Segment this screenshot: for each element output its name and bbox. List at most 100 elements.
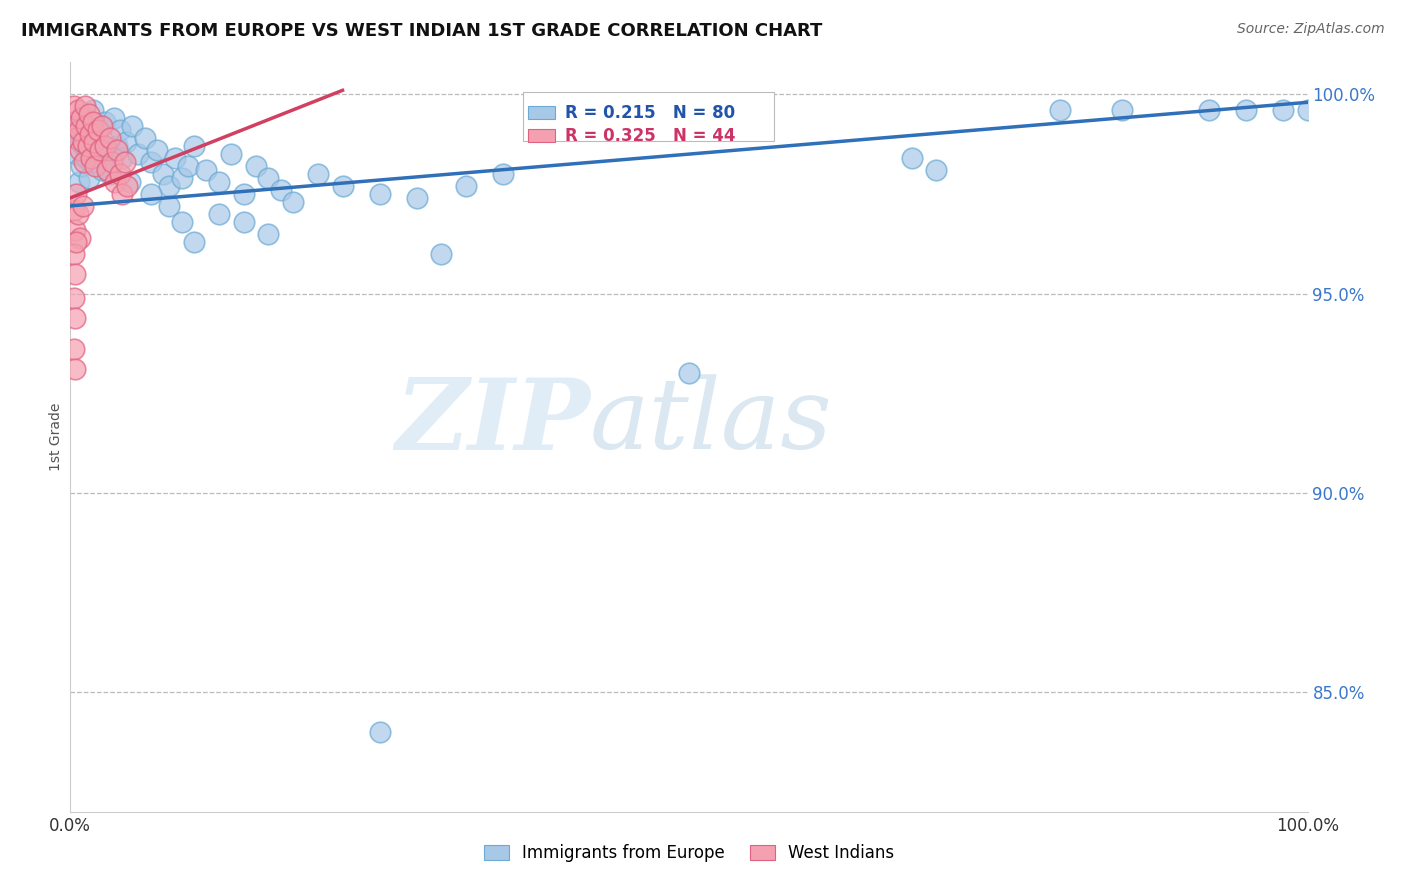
Point [127,147,149,161]
Point [405,191,427,205]
Point [69,135,91,149]
Point [65,115,87,129]
Text: atlas: atlas [591,375,832,470]
Point [82,115,104,129]
Point [111,151,134,165]
Point [65,223,87,237]
Point [76,139,98,153]
Point [554,103,576,118]
Point [65,362,87,376]
Point [89,143,111,157]
Point [89,135,111,149]
Point [368,725,391,739]
Legend: Immigrants from Europe, West Indians: Immigrants from Europe, West Indians [475,836,903,871]
Point [603,103,626,118]
Text: R = 0.325   N = 44: R = 0.325 N = 44 [565,127,735,145]
Point [257,227,280,241]
Point [208,207,231,221]
Point [1111,103,1133,118]
Point [257,171,280,186]
Point [72,199,94,213]
FancyBboxPatch shape [529,129,555,142]
Point [492,167,515,181]
Point [177,159,200,173]
Point [104,175,127,189]
Point [121,119,143,133]
Point [103,112,125,126]
Point [65,235,87,249]
Point [152,167,174,181]
Point [65,267,87,281]
Point [63,202,86,217]
Point [727,103,749,118]
Point [579,103,602,118]
Point [79,131,101,145]
Text: ZIP: ZIP [395,374,591,470]
Point [63,246,86,260]
Point [529,103,551,118]
Point [80,151,103,165]
Y-axis label: 1st Grade: 1st Grade [49,403,63,471]
Point [73,155,96,169]
Point [139,155,162,169]
Point [183,139,205,153]
Point [65,310,87,325]
Point [703,103,725,118]
Point [652,103,675,118]
Point [183,235,205,249]
Point [430,246,453,260]
Point [83,143,105,157]
Point [146,143,169,157]
Point [900,151,922,165]
Point [63,127,86,141]
Point [72,135,94,149]
Point [195,163,218,178]
Point [108,123,131,137]
Point [91,119,114,133]
Point [105,139,128,153]
Point [94,115,117,129]
Point [232,186,254,201]
Point [368,186,391,201]
Point [307,167,329,181]
Point [83,135,105,149]
Point [101,155,124,169]
FancyBboxPatch shape [529,106,555,120]
Point [118,175,141,189]
Point [63,99,86,113]
Point [66,119,89,133]
Point [1271,103,1294,118]
Point [219,147,242,161]
Point [98,167,121,181]
Point [86,147,108,161]
Point [456,179,478,194]
Point [678,103,700,118]
Point [72,107,94,121]
Point [270,183,292,197]
Point [332,179,354,194]
Point [75,123,97,137]
Point [752,103,775,118]
Point [77,171,100,186]
Point [170,215,193,229]
Text: IMMIGRANTS FROM EUROPE VS WEST INDIAN 1ST GRADE CORRELATION CHART: IMMIGRANTS FROM EUROPE VS WEST INDIAN 1S… [21,22,823,40]
Point [69,231,91,245]
Point [170,171,193,186]
Point [96,143,118,157]
Point [165,151,187,165]
Point [157,199,180,213]
Point [157,179,180,194]
Point [115,179,138,194]
Point [208,175,231,189]
Point [75,99,97,113]
Point [67,175,90,189]
Point [96,163,118,178]
Text: Source: ZipAtlas.com: Source: ZipAtlas.com [1237,22,1385,37]
Point [66,207,89,221]
Point [98,131,121,145]
Point [67,123,90,137]
Point [65,147,87,161]
Point [139,186,162,201]
Point [84,123,107,137]
Point [75,151,97,165]
